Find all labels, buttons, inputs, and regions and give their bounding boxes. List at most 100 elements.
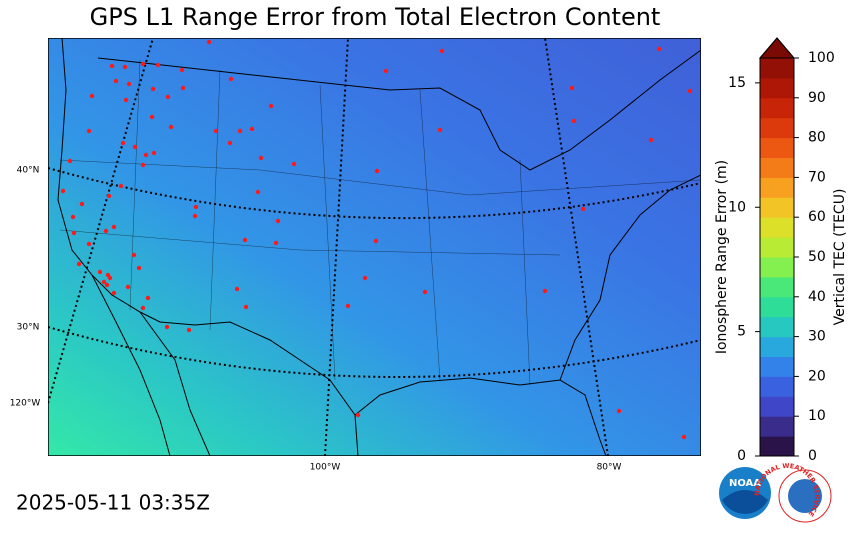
tec-tick-label: 80 — [808, 130, 826, 146]
colorbar-segment — [760, 336, 794, 357]
graticule-labels: 40°N 30°N 120°W 100°W 80°W — [10, 166, 622, 473]
range-tick-label: 0 — [737, 448, 746, 464]
station — [569, 85, 575, 91]
station — [101, 279, 107, 285]
station — [179, 67, 185, 73]
tec-tick-label: 10 — [808, 408, 826, 424]
tec-tick-label: 60 — [808, 209, 826, 225]
station — [67, 158, 73, 164]
tec-tick-label: 0 — [808, 448, 817, 464]
station — [580, 206, 586, 212]
station — [70, 214, 76, 220]
station — [132, 144, 138, 150]
station — [111, 224, 117, 230]
station — [192, 213, 198, 219]
station — [687, 88, 693, 94]
station — [345, 303, 351, 309]
colorbar: 0 10 20 30 40 50 60 70 80 90 100 0 5 10 15 — [728, 37, 835, 464]
station — [571, 118, 577, 124]
tec-tick-label: 90 — [808, 90, 826, 106]
colorbar-segment — [760, 217, 794, 238]
station — [118, 183, 124, 189]
station — [136, 265, 142, 271]
station — [143, 152, 149, 158]
station — [109, 63, 115, 69]
colorbar-segment — [760, 436, 794, 457]
tec-tick-label: 40 — [808, 289, 826, 305]
station — [648, 137, 654, 143]
station — [71, 230, 77, 236]
map-background — [48, 38, 701, 456]
tec-tick-label: 70 — [808, 169, 826, 185]
station — [249, 126, 255, 132]
lon-label: 100°W — [310, 463, 341, 473]
station — [103, 228, 109, 234]
station — [439, 48, 445, 54]
station — [206, 39, 212, 45]
station — [273, 240, 279, 246]
colorbar-segment — [760, 356, 794, 377]
colorbar-segment — [760, 416, 794, 437]
station — [145, 295, 151, 301]
station — [113, 78, 119, 84]
station — [120, 140, 126, 146]
station — [140, 162, 146, 168]
station — [291, 161, 297, 167]
colorbar-extend — [758, 37, 796, 59]
colorbar-segment — [760, 276, 794, 298]
colorbar-segment — [760, 97, 794, 119]
station — [243, 304, 249, 310]
station — [542, 288, 548, 294]
colorbar-segment — [760, 257, 794, 278]
station — [111, 290, 117, 296]
station — [151, 150, 157, 156]
colorbar-segment — [760, 197, 794, 218]
colorbar-segment — [760, 296, 794, 318]
station — [186, 327, 192, 333]
station — [362, 275, 368, 281]
station — [60, 188, 66, 194]
colorbar-segment — [760, 237, 794, 258]
range-tick-label: 10 — [728, 199, 746, 215]
station — [242, 237, 248, 243]
station — [422, 289, 428, 295]
station — [193, 204, 199, 210]
station — [275, 218, 281, 224]
colorbar-segment — [760, 316, 794, 338]
station — [86, 241, 92, 247]
lat-label: 30°N — [17, 323, 40, 333]
station — [126, 81, 132, 87]
tec-tick-label: 50 — [808, 249, 826, 265]
station — [165, 94, 171, 100]
station — [76, 261, 82, 267]
station — [437, 127, 443, 133]
stations — [60, 39, 693, 440]
station — [131, 252, 137, 258]
colorbar-segment — [760, 157, 794, 178]
colorbar-segment — [760, 77, 794, 99]
station — [168, 124, 174, 130]
tec-tick-label: 20 — [808, 368, 826, 384]
station — [164, 324, 170, 330]
station — [383, 68, 389, 74]
lon-label: 120°W — [10, 399, 41, 409]
station — [656, 46, 662, 52]
tec-label: Vertical TEC (TECU) — [832, 189, 848, 326]
colorbar-segment — [760, 137, 794, 158]
range-label: Ionosphere Range Error (m) — [714, 160, 730, 354]
title: GPS L1 Range Error from Total Electron C… — [90, 3, 661, 31]
timestamp: 2025-05-11 03:35Z — [16, 491, 210, 515]
tec-tick-label: 100 — [808, 50, 835, 66]
range-tick-label: 5 — [737, 324, 746, 340]
state-lines — [59, 59, 701, 386]
station — [234, 286, 240, 292]
station — [213, 128, 219, 134]
station — [355, 412, 361, 418]
borders — [57, 38, 701, 456]
colorbar-segment — [760, 58, 794, 79]
station — [86, 128, 92, 134]
station — [373, 238, 379, 244]
station — [149, 114, 155, 120]
noaa-logo: NOAA — [719, 467, 771, 519]
